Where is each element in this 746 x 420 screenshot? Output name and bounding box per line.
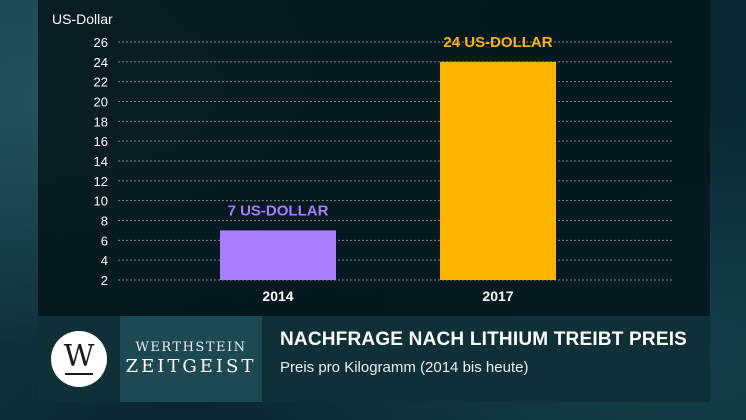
chart-subtitle: Preis pro Kilogramm (2014 bis heute) xyxy=(280,359,529,376)
data-label-2014: 7 US-DOLLAR xyxy=(228,202,329,219)
y-tick-label: 18 xyxy=(94,114,108,129)
y-tick-label: 6 xyxy=(101,233,108,248)
brand-box: WERTHSTEIN ZEITGEIST xyxy=(120,316,262,402)
footer-text: NACHFRAGE NACH LITHIUM TREIBT PREIS Prei… xyxy=(280,326,700,380)
bar-2014 xyxy=(220,230,336,280)
x-tick-label-2017: 2017 xyxy=(482,288,513,304)
y-tick-label: 16 xyxy=(94,134,108,149)
bar-2017 xyxy=(440,61,556,281)
brand-name-bottom: ZEITGEIST xyxy=(125,356,257,377)
y-tick-label: 22 xyxy=(94,75,108,90)
y-tick-label: 4 xyxy=(101,253,108,268)
data-label-2017: 24 US-DOLLAR xyxy=(443,34,552,51)
y-tick-label: 10 xyxy=(94,194,108,209)
y-tick-label: 24 xyxy=(94,55,108,70)
logo-w-icon: W xyxy=(51,331,107,387)
y-tick-label: 2 xyxy=(101,273,108,288)
logo-area: W xyxy=(38,316,120,402)
x-tick-label-2014: 2014 xyxy=(262,288,293,304)
y-tick-label: 8 xyxy=(101,214,108,229)
y-tick-label: 26 xyxy=(94,35,108,50)
chart-title: NACHFRAGE NACH LITHIUM TREIBT PREIS xyxy=(280,329,688,350)
y-tick-label: 20 xyxy=(94,95,108,110)
chart-panel: US-Dollar 2 4 6 8 10 12 14 16 18 20 22 24 26 7 US-DOLL… xyxy=(38,0,710,316)
footer-bar: W WERTHSTEIN ZEITGEIST NACHFRAGE NACH LI… xyxy=(38,316,710,402)
y-axis-label: US-Dollar xyxy=(52,11,113,27)
brand-name-top: WERTHSTEIN xyxy=(135,340,247,355)
logo-underline xyxy=(65,372,93,375)
logo-letter: W xyxy=(63,338,95,374)
y-tick-label: 12 xyxy=(94,174,108,189)
y-tick-label: 14 xyxy=(94,154,108,169)
